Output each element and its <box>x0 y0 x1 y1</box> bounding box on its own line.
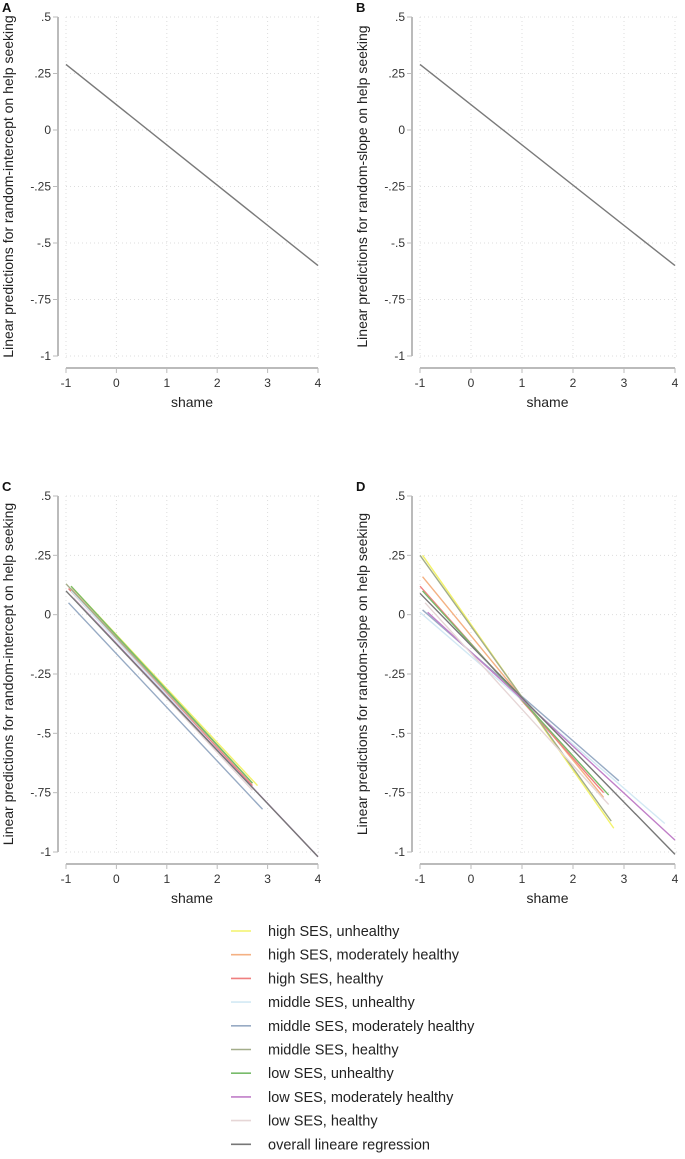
x-tick-label: 0 <box>468 376 475 390</box>
legend-label: middle SES, healthy <box>268 1043 399 1059</box>
x-tick-label: -1 <box>61 872 72 886</box>
series-line-low-ses-healthy <box>424 602 610 806</box>
legend: high SES, unhealthy high SES, moderately … <box>231 924 475 1153</box>
legend-item: low SES, unhealthy <box>231 1066 394 1082</box>
x-axis-label: shame <box>171 394 213 410</box>
y-tick-label: 0 <box>398 608 405 622</box>
panel-label: B <box>356 0 365 15</box>
y-tick-label: .5 <box>395 10 405 24</box>
y-tick-label: 0 <box>44 123 51 137</box>
panel-c: C .5 .25 0 -.25 -.5 -.75 -1 -1 0 1 2 3 4 shame Linear p… <box>0 479 322 906</box>
x-tick-label: 2 <box>570 376 577 390</box>
y-tick-label: -.25 <box>30 180 51 194</box>
y-tick-label: .25 <box>34 67 51 81</box>
series-line-high-ses-moderately-healthy <box>422 576 605 798</box>
y-axis-label: Linear predictions for random-intercept … <box>0 15 16 357</box>
legend-item: high SES, unhealthy <box>231 924 400 940</box>
series-line-middle-ses-moderately-healthy <box>68 602 264 810</box>
legend-item: low SES, moderately healthy <box>231 1090 454 1106</box>
legend-label: middle SES, moderately healthy <box>268 1019 475 1035</box>
x-tick-label: 1 <box>519 376 526 390</box>
y-tick-label: -.5 <box>37 236 51 250</box>
y-tick-label: -.25 <box>384 180 405 194</box>
y-axis-label: Linear predictions for random-slope on h… <box>354 513 370 835</box>
x-tick-label: 3 <box>621 376 628 390</box>
legend-item: low SES, healthy <box>231 1114 378 1130</box>
panel-b: B .5 .25 0 -.25 -.5 -.75 -1 -1 0 1 2 3 4 shame Linear p… <box>354 0 679 410</box>
x-tick-label: 4 <box>672 872 679 886</box>
y-tick-label: -.25 <box>384 667 405 681</box>
x-tick-label: 2 <box>570 872 577 886</box>
y-tick-label: .5 <box>395 489 405 503</box>
x-tick-label: 3 <box>621 872 628 886</box>
series-line-overall-lineare-regression <box>419 592 676 855</box>
y-tick-label: 0 <box>398 123 405 137</box>
x-tick-label: 1 <box>519 872 526 886</box>
y-tick-label: .25 <box>388 67 405 81</box>
legend-item: middle SES, moderately healthy <box>231 1019 475 1035</box>
y-tick-label: -1 <box>394 845 405 859</box>
legend-item: high SES, healthy <box>231 971 384 987</box>
legend-label: high SES, healthy <box>268 971 384 987</box>
series-line-middle-ses-healthy <box>419 554 612 822</box>
x-tick-label: 3 <box>264 376 271 390</box>
y-tick-label: -.5 <box>391 726 405 740</box>
series-line-fit <box>419 63 676 267</box>
series-line-fit <box>65 63 319 267</box>
x-tick-label: 3 <box>264 872 271 886</box>
panel-label: A <box>2 0 12 15</box>
legend-label: high SES, unhealthy <box>268 924 400 940</box>
legend-item: overall lineare regression <box>231 1137 430 1153</box>
y-tick-label: -.25 <box>30 667 51 681</box>
legend-item: middle SES, unhealthy <box>231 995 415 1011</box>
x-tick-label: 0 <box>468 872 475 886</box>
x-axis-label: shame <box>171 890 213 906</box>
panel-label: D <box>356 479 365 494</box>
x-tick-label: 2 <box>214 872 221 886</box>
y-tick-label: 0 <box>44 608 51 622</box>
x-tick-label: 1 <box>163 872 170 886</box>
y-tick-label: -.75 <box>30 786 51 800</box>
y-tick-label: -1 <box>394 349 405 363</box>
series-line-overall-lineare-regression <box>65 590 319 858</box>
x-axis-label: shame <box>526 890 568 906</box>
x-tick-label: 2 <box>214 376 221 390</box>
x-tick-label: 0 <box>113 872 120 886</box>
panel-label: C <box>2 479 12 494</box>
legend-label: low SES, unhealthy <box>268 1066 394 1082</box>
panel-a: A .5 .25 0 -.25 -.5 -.75 -1 -1 0 1 2 3 4 shame Linear p… <box>0 0 322 410</box>
x-tick-label: -1 <box>415 872 426 886</box>
y-tick-label: -1 <box>40 845 51 859</box>
legend-item: high SES, moderately healthy <box>231 948 460 964</box>
legend-label: low SES, moderately healthy <box>268 1090 454 1106</box>
legend-label: high SES, moderately healthy <box>268 948 460 964</box>
legend-label: overall lineare regression <box>268 1137 430 1153</box>
legend-label: low SES, healthy <box>268 1114 378 1130</box>
y-tick-label: .25 <box>388 548 405 562</box>
y-tick-label: .5 <box>41 10 51 24</box>
legend-label: middle SES, unhealthy <box>268 995 415 1011</box>
y-axis-label: Linear predictions for random-intercept … <box>0 503 16 845</box>
x-axis-label: shame <box>526 394 568 410</box>
y-axis-label: Linear predictions for random-slope on h… <box>354 25 370 347</box>
x-tick-label: -1 <box>415 376 426 390</box>
y-tick-label: -.75 <box>384 786 405 800</box>
x-tick-label: 4 <box>315 376 322 390</box>
x-tick-label: 4 <box>315 872 322 886</box>
y-tick-label: -1 <box>40 349 51 363</box>
x-tick-label: 0 <box>113 376 120 390</box>
x-tick-label: -1 <box>61 376 72 390</box>
x-tick-label: 4 <box>672 376 679 390</box>
y-tick-label: .25 <box>34 548 51 562</box>
y-tick-label: .5 <box>41 489 51 503</box>
y-tick-label: -.5 <box>391 236 405 250</box>
y-tick-label: -.5 <box>37 726 51 740</box>
panel-d: D .5 .25 0 -.25 -.5 -.75 -1 -1 0 1 2 3 4 shame Linear p… <box>354 479 679 906</box>
y-tick-label: -.75 <box>384 293 405 307</box>
legend-item: middle SES, healthy <box>231 1043 399 1059</box>
x-tick-label: 1 <box>163 376 170 390</box>
series-line-low-ses-unhealthy <box>70 585 253 784</box>
y-tick-label: -.75 <box>30 293 51 307</box>
